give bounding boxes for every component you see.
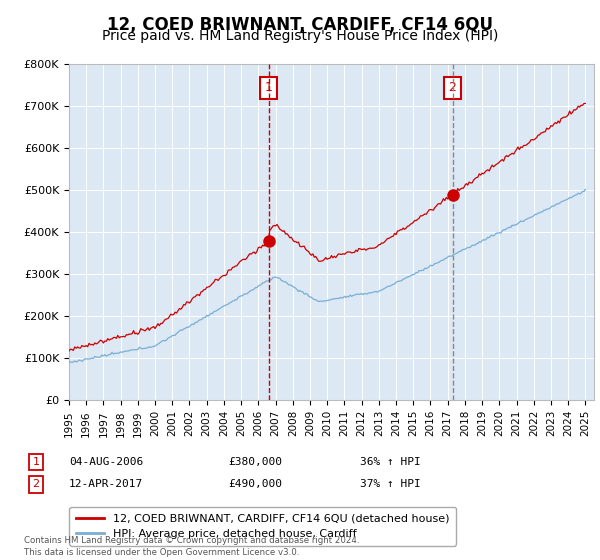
Text: 12, COED BRIWNANT, CARDIFF, CF14 6QU: 12, COED BRIWNANT, CARDIFF, CF14 6QU — [107, 16, 493, 34]
Text: 2: 2 — [32, 479, 40, 489]
Text: 12-APR-2017: 12-APR-2017 — [69, 479, 143, 489]
Text: £490,000: £490,000 — [228, 479, 282, 489]
Text: 36% ↑ HPI: 36% ↑ HPI — [360, 457, 421, 467]
Text: Price paid vs. HM Land Registry's House Price Index (HPI): Price paid vs. HM Land Registry's House … — [102, 29, 498, 43]
Text: 37% ↑ HPI: 37% ↑ HPI — [360, 479, 421, 489]
Text: Contains HM Land Registry data © Crown copyright and database right 2024.
This d: Contains HM Land Registry data © Crown c… — [24, 536, 359, 557]
Text: 2: 2 — [449, 81, 457, 94]
Legend: 12, COED BRIWNANT, CARDIFF, CF14 6QU (detached house), HPI: Average price, detac: 12, COED BRIWNANT, CARDIFF, CF14 6QU (de… — [70, 507, 456, 545]
Text: 04-AUG-2006: 04-AUG-2006 — [69, 457, 143, 467]
Text: 1: 1 — [32, 457, 40, 467]
Text: 1: 1 — [265, 81, 272, 94]
Text: £380,000: £380,000 — [228, 457, 282, 467]
